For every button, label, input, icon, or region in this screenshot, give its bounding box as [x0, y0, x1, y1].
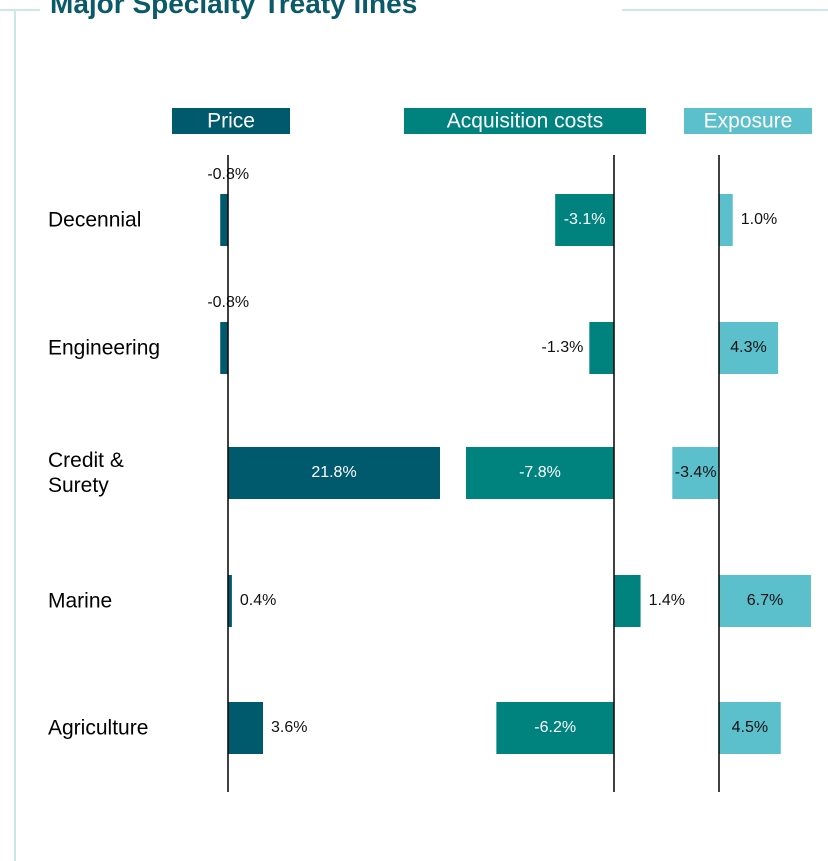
value-label: 3.6% — [271, 719, 307, 736]
bar — [228, 702, 264, 754]
category-label: Engineering — [48, 336, 161, 360]
bar — [220, 194, 228, 246]
value-label: 1.0% — [741, 211, 777, 228]
bar — [672, 447, 719, 499]
bar — [228, 447, 440, 499]
value-label: -1.3% — [542, 339, 584, 356]
bar — [719, 322, 779, 374]
value-label: 21.8% — [311, 464, 356, 481]
bar — [555, 194, 614, 246]
value-label: -7.8% — [519, 464, 561, 481]
value-label: -6.2% — [534, 719, 576, 736]
bar — [466, 447, 614, 499]
legend-label: Acquisition costs — [447, 110, 603, 133]
value-label: 0.4% — [240, 592, 276, 609]
bar — [719, 702, 781, 754]
bar — [220, 322, 228, 374]
bar — [719, 575, 811, 627]
category-label: Credit & Surety — [48, 449, 124, 497]
bar — [589, 322, 614, 374]
chart-title: Major Specialty Treaty lines — [50, 0, 418, 19]
category-label: Decennial — [48, 208, 142, 232]
value-label: 4.5% — [732, 719, 768, 736]
legend-swatch — [684, 108, 812, 134]
bar — [614, 575, 641, 627]
legend-label: Exposure — [704, 110, 793, 133]
value-label: -3.1% — [564, 211, 606, 228]
bar — [719, 194, 733, 246]
category-label: Marine — [48, 589, 113, 613]
value-label: 1.4% — [649, 592, 685, 609]
legend-swatch — [404, 108, 646, 134]
legend-swatch — [172, 108, 290, 134]
bar — [228, 575, 232, 627]
value-label: 6.7% — [747, 592, 783, 609]
legend-label: Price — [207, 110, 255, 133]
value-label: 4.3% — [730, 339, 766, 356]
category-label: Agriculture — [48, 716, 149, 740]
bar — [496, 702, 614, 754]
value-label: -3.4% — [675, 464, 717, 481]
